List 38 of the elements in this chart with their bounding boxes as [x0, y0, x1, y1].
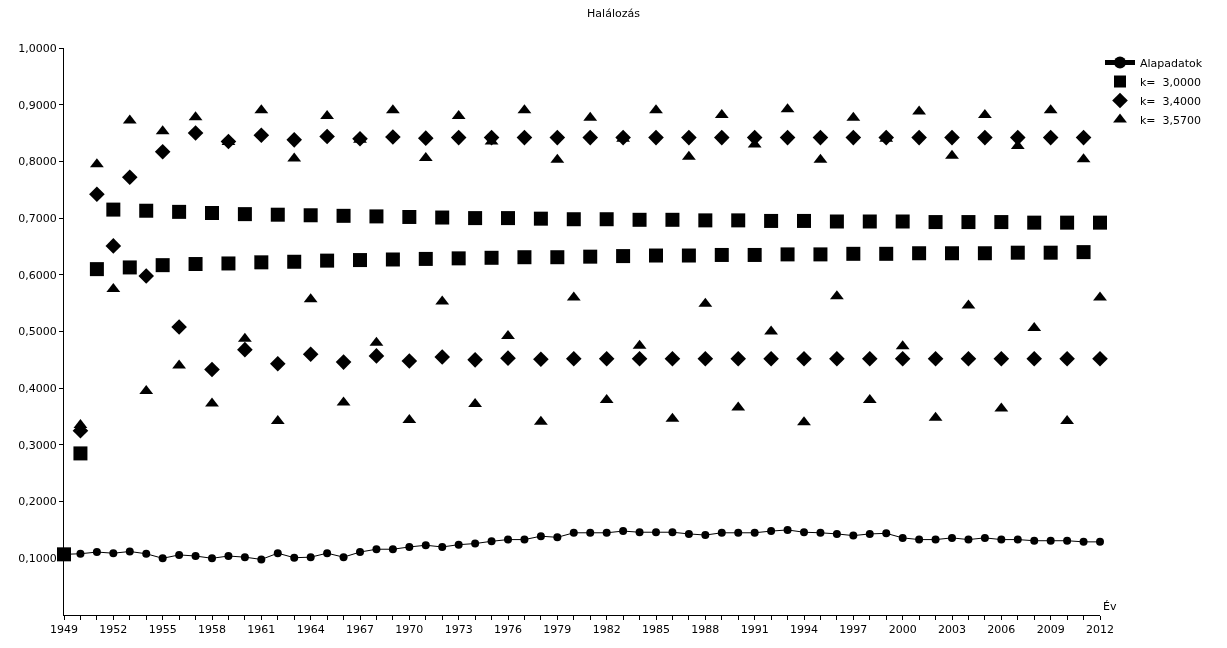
x-tick-label: 1976 — [494, 623, 522, 637]
y-tick-label: 0,6000 — [18, 268, 57, 282]
x-tick-label: 1949 — [50, 623, 78, 637]
x-axis-title: Év — [1103, 600, 1117, 613]
y-tick-label: 0,2000 — [18, 495, 57, 509]
x-tick-label: 1982 — [592, 623, 621, 637]
legend-label: k= 3,4000 — [1140, 94, 1202, 108]
x-tick-label: 1958 — [198, 623, 226, 637]
y-tick-label: 0,8000 — [18, 155, 57, 169]
y-tick-label: 0,5000 — [18, 325, 57, 339]
x-tick-label: 1967 — [346, 623, 374, 637]
x-tick-label: 1988 — [691, 623, 720, 637]
x-tick-label: 1991 — [740, 623, 769, 637]
x-tick-label: 1964 — [296, 623, 325, 637]
x-tick-label: 1970 — [395, 623, 424, 637]
y-tick-label: 1,0000 — [18, 41, 57, 55]
chart-title: Halálozás — [587, 7, 641, 21]
y-tick-label: 0,3000 — [18, 438, 57, 452]
x-tick-label: 1997 — [839, 623, 868, 637]
x-tick-label: 2006 — [987, 623, 1016, 637]
y-tick-label: 0,4000 — [18, 382, 57, 396]
x-tick-label: 2012 — [1086, 623, 1114, 637]
x-tick-label: 2000 — [888, 623, 917, 637]
x-tick-label: 1973 — [444, 623, 473, 637]
x-tick-label: 1979 — [543, 623, 572, 637]
x-tick-label: 1985 — [642, 623, 670, 637]
y-tick-label: 0,9000 — [18, 98, 57, 112]
x-tick-label: 1961 — [247, 623, 276, 637]
x-tick-label: 2009 — [1036, 623, 1065, 637]
legend-label: k= 3,0000 — [1140, 75, 1202, 89]
x-tick-label: 1952 — [99, 623, 128, 637]
x-tick-label: 1955 — [148, 623, 177, 637]
legend-label: Alapadatok — [1140, 56, 1203, 70]
y-tick-label: 0,7000 — [18, 211, 57, 225]
x-tick-label: 2003 — [938, 623, 966, 637]
x-tick-label: 1994 — [790, 623, 818, 637]
y-tick-label: 0,1000 — [18, 552, 57, 566]
legend-label: k= 3,5700 — [1140, 113, 1202, 127]
